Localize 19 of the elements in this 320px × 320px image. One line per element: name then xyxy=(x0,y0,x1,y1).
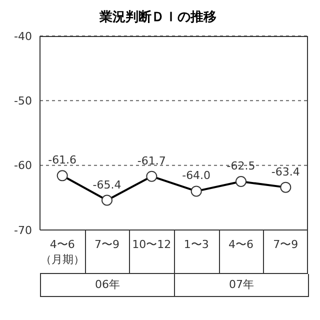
data-label: -61.7 xyxy=(137,154,166,168)
data-label: -64.0 xyxy=(182,169,211,182)
text: 07年 xyxy=(175,274,309,296)
x-tick-label: 7〜9 xyxy=(273,238,298,251)
x-tick-label: 10〜12 xyxy=(132,238,172,251)
x-tick-label: 7〜9 xyxy=(94,238,120,251)
data-label: -62.5 xyxy=(226,160,256,172)
text: 06年 xyxy=(41,274,175,296)
x-tick-label: 1〜3 xyxy=(184,238,209,251)
chart-title: 業況判断ＤＩの推移 xyxy=(98,9,218,27)
data-label: -65.4 xyxy=(92,178,122,192)
y-tick-label: -70 xyxy=(14,224,32,237)
y-tick-label: -50 xyxy=(14,94,32,108)
x-tick-label: 4〜6 （月期） xyxy=(40,238,84,266)
y-tick-label: -60 xyxy=(14,159,32,172)
data-label: -61.6 xyxy=(48,154,77,167)
y-tick-label: -40 xyxy=(14,30,32,43)
x-tick-label: 4〜6 xyxy=(228,238,254,251)
data-label: -63.4 xyxy=(271,165,300,178)
